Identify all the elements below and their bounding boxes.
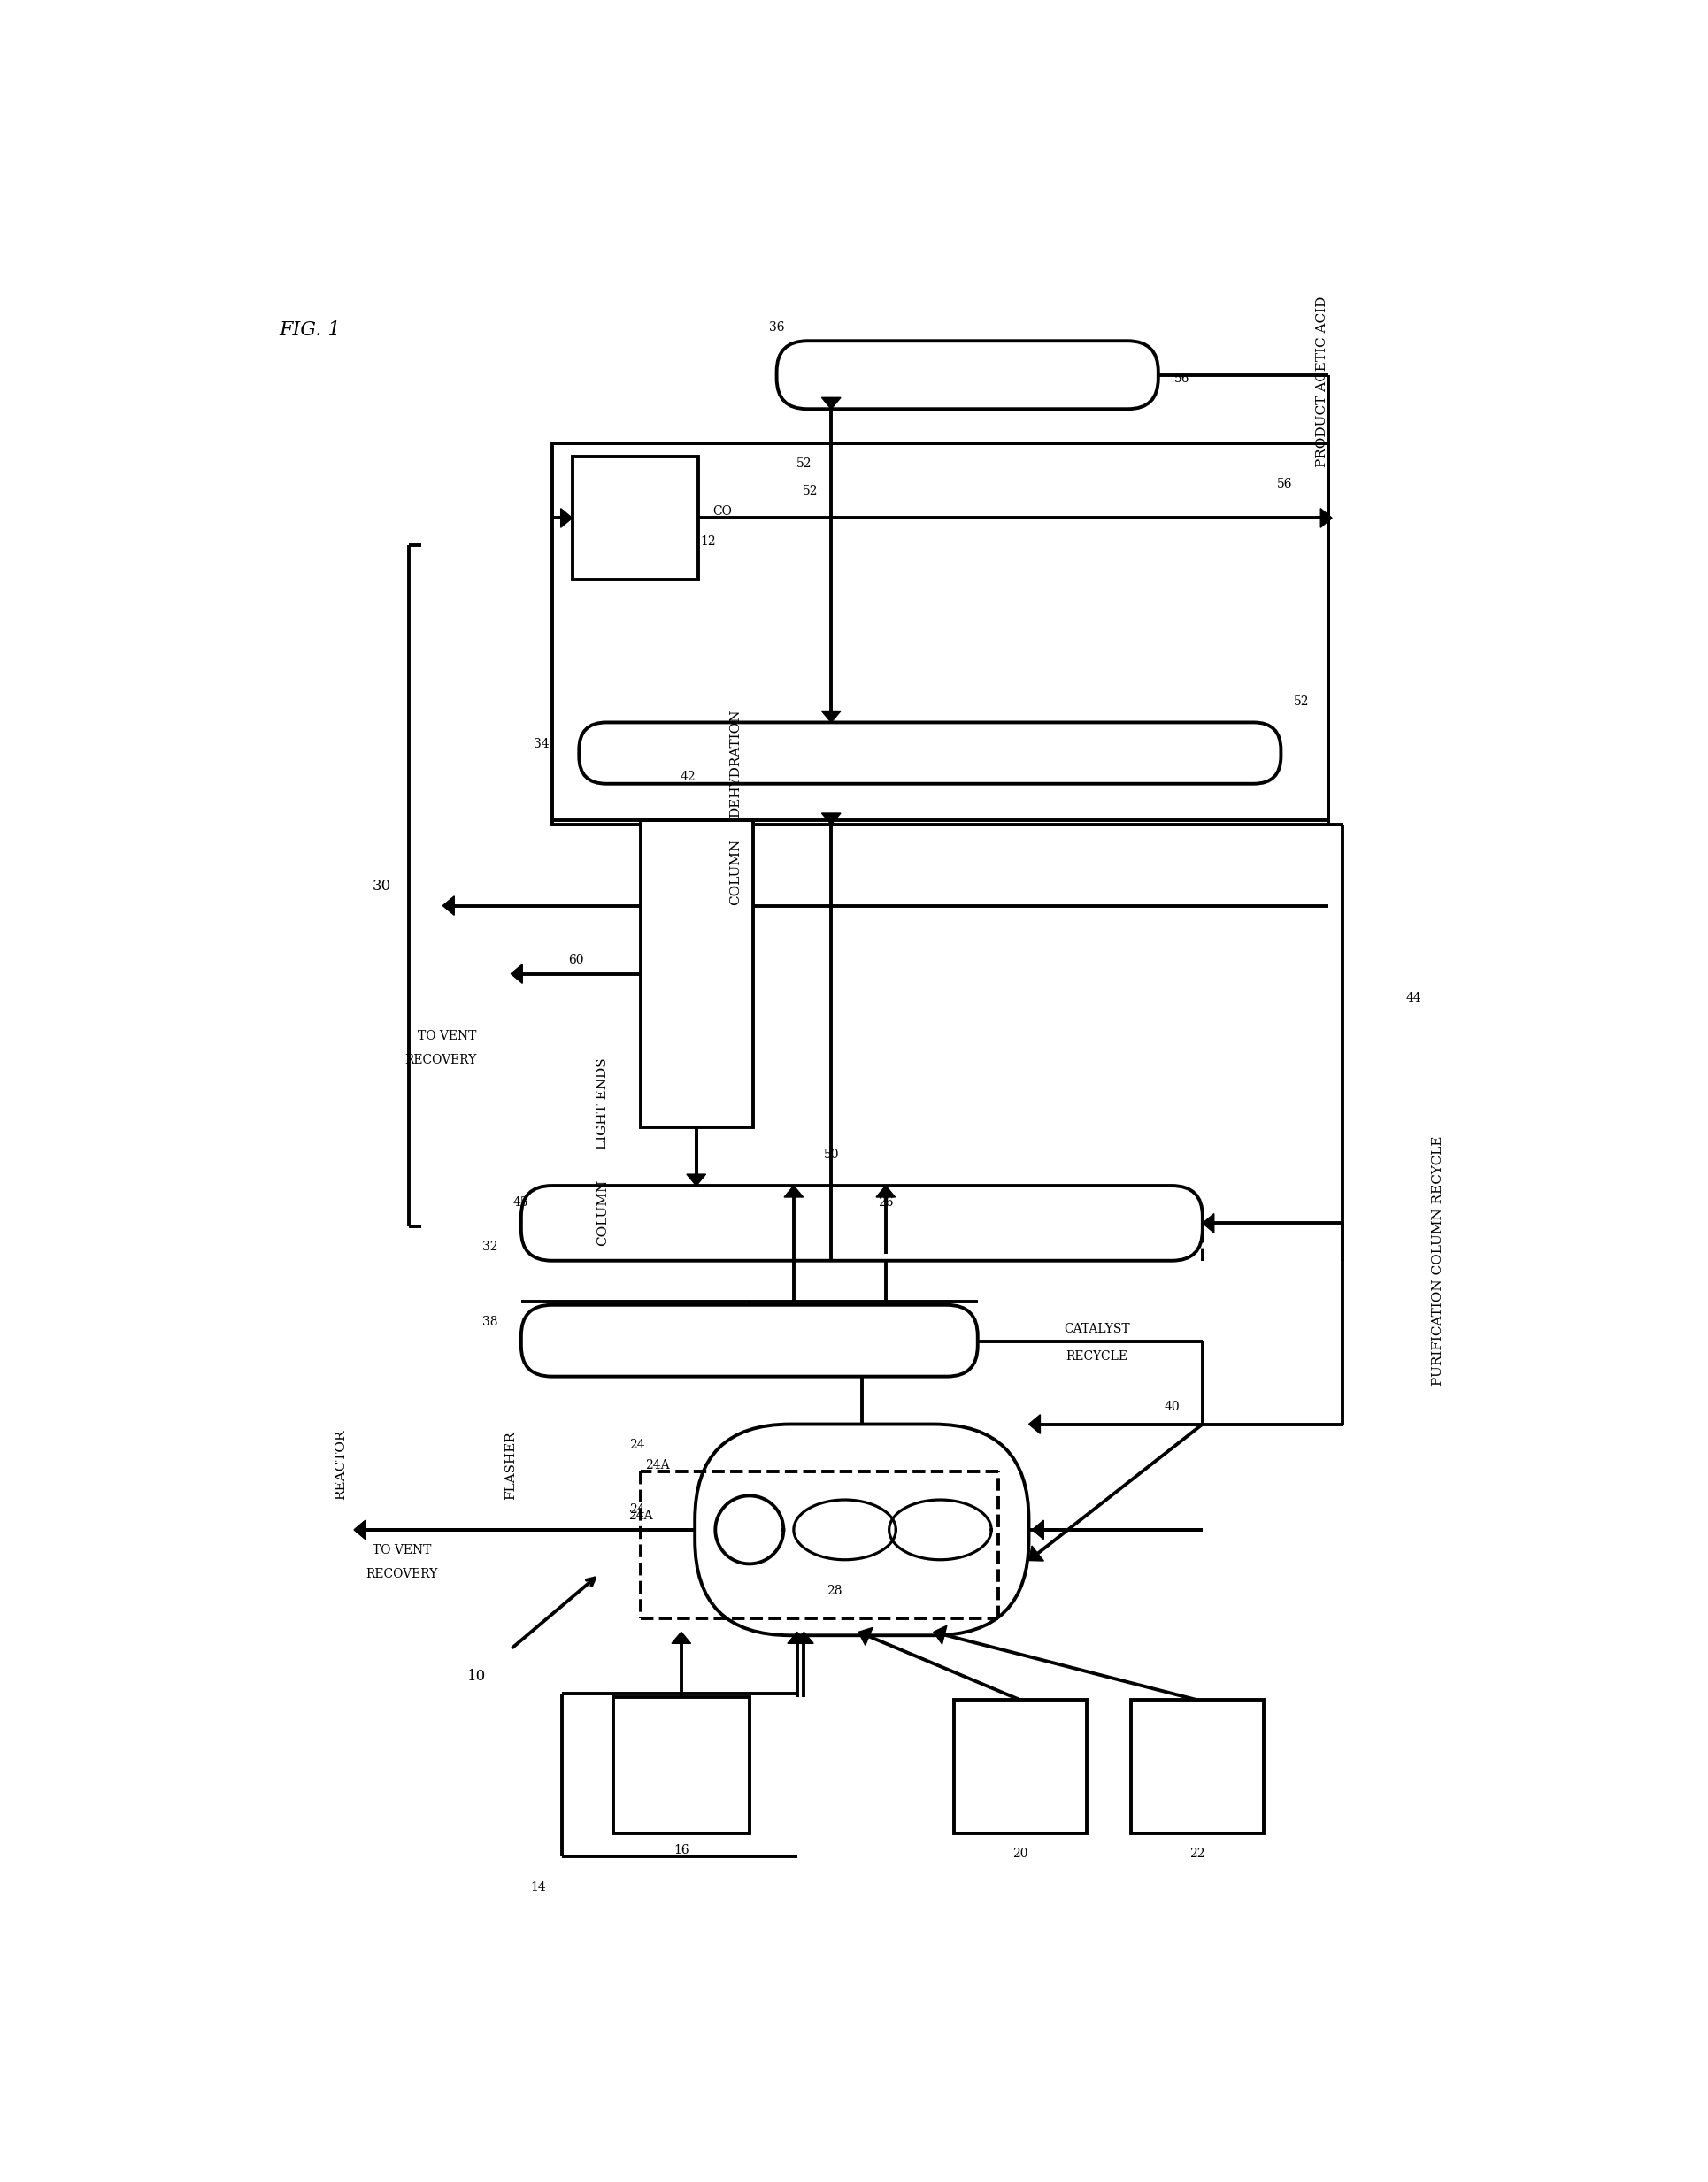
Text: LIGHT ENDS: LIGHT ENDS: [596, 1058, 608, 1150]
Text: 24: 24: [629, 1438, 644, 1451]
Polygon shape: [822, 711, 840, 722]
Polygon shape: [1028, 1545, 1044, 1560]
Text: 38: 38: [482, 1316, 499, 1329]
Polygon shape: [822, 397, 840, 408]
Text: 32: 32: [482, 1242, 499, 1252]
Polygon shape: [822, 814, 840, 825]
Text: 10: 10: [468, 1669, 487, 1685]
Text: 50: 50: [823, 1150, 839, 1161]
FancyBboxPatch shape: [521, 1305, 977, 1377]
Text: 56: 56: [1276, 478, 1291, 491]
Bar: [552, 443, 1327, 825]
Text: 16: 16: [673, 1844, 688, 1857]
Text: CATALYST: CATALYST: [1064, 1322, 1129, 1335]
Text: 56: 56: [1173, 373, 1189, 384]
Bar: [1131, 1700, 1264, 1833]
Polygon shape: [784, 1185, 803, 1198]
Text: 42: 42: [680, 770, 695, 783]
Text: TO VENT: TO VENT: [418, 1030, 477, 1043]
Polygon shape: [1320, 508, 1331, 528]
Text: COLUMN: COLUMN: [729, 840, 741, 906]
Text: CO: CO: [712, 504, 731, 517]
Polygon shape: [354, 1521, 366, 1538]
Text: 40: 40: [1163, 1401, 1179, 1414]
Bar: [953, 1700, 1086, 1833]
Polygon shape: [1032, 1521, 1044, 1538]
Polygon shape: [787, 1632, 806, 1643]
FancyBboxPatch shape: [775, 340, 1158, 408]
Bar: [640, 820, 753, 1128]
Bar: [572, 456, 699, 580]
Polygon shape: [1202, 1213, 1213, 1233]
Text: 44: 44: [1406, 993, 1421, 1004]
Text: 60: 60: [567, 954, 582, 967]
Text: DEHYDRATION: DEHYDRATION: [729, 709, 741, 818]
Text: RECOVERY: RECOVERY: [366, 1569, 437, 1580]
Polygon shape: [794, 1632, 813, 1643]
Polygon shape: [1028, 1414, 1040, 1434]
Polygon shape: [671, 1632, 690, 1643]
Text: 45: 45: [512, 1196, 529, 1209]
Text: FLASHER: FLASHER: [504, 1431, 518, 1499]
Polygon shape: [560, 508, 572, 528]
Text: 52: 52: [803, 484, 818, 497]
FancyBboxPatch shape: [579, 722, 1281, 783]
Text: 52: 52: [796, 458, 811, 469]
Text: 12: 12: [700, 535, 716, 548]
Text: RECYCLE: RECYCLE: [1066, 1351, 1127, 1362]
Polygon shape: [876, 1185, 895, 1198]
Text: 14: 14: [529, 1881, 547, 1894]
FancyBboxPatch shape: [521, 1185, 1202, 1261]
Text: FIG. 1: FIG. 1: [278, 321, 340, 340]
Text: 28: 28: [827, 1584, 842, 1597]
Text: PRODUCT ACETIC ACID: PRODUCT ACETIC ACID: [1315, 297, 1327, 467]
Polygon shape: [687, 1174, 705, 1185]
Text: 26: 26: [878, 1196, 893, 1209]
Text: PURIFICATION COLUMN RECYCLE: PURIFICATION COLUMN RECYCLE: [1431, 1135, 1443, 1386]
Text: 34: 34: [533, 738, 548, 751]
Text: 24A: 24A: [646, 1460, 670, 1471]
Text: RECOVERY: RECOVERY: [405, 1054, 477, 1065]
Polygon shape: [354, 1521, 366, 1538]
Text: REACTOR: REACTOR: [335, 1429, 347, 1501]
Text: 36: 36: [769, 321, 784, 334]
Bar: [613, 1698, 750, 1833]
Text: 52: 52: [1293, 696, 1308, 709]
Text: 24: 24: [629, 1503, 644, 1516]
Text: 30: 30: [372, 879, 391, 892]
FancyBboxPatch shape: [695, 1425, 1028, 1634]
Text: TO VENT: TO VENT: [372, 1545, 430, 1556]
Text: 22: 22: [1189, 1848, 1204, 1859]
Polygon shape: [511, 964, 523, 984]
Text: COLUMN: COLUMN: [596, 1180, 608, 1246]
Polygon shape: [933, 1626, 946, 1643]
Text: 20: 20: [1011, 1848, 1027, 1859]
Polygon shape: [857, 1628, 873, 1645]
Polygon shape: [442, 897, 454, 914]
Text: 24A: 24A: [629, 1510, 652, 1523]
